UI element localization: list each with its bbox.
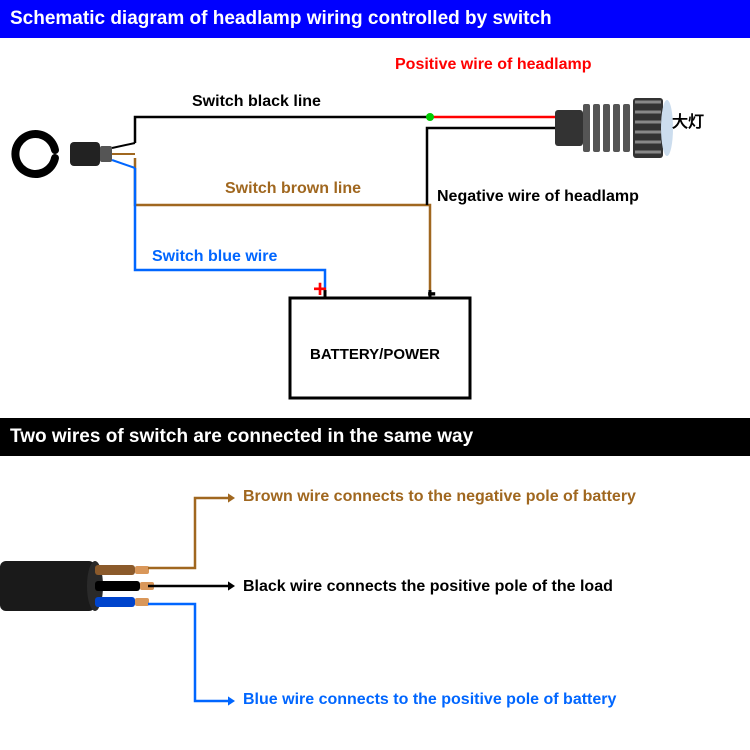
title-bar-1: Schematic diagram of headlamp wiring con… — [0, 0, 750, 38]
title-1-text: Schematic diagram of headlamp wiring con… — [10, 8, 552, 29]
title-2-text: Two wires of switch are connected in the… — [10, 426, 473, 447]
upper-diagram: Switch black linePositive wire of headla… — [0, 38, 750, 418]
title-bar-2: Two wires of switch are connected in the… — [0, 418, 750, 456]
lower-diagram: Brown wire connects to the negative pole… — [0, 456, 750, 736]
